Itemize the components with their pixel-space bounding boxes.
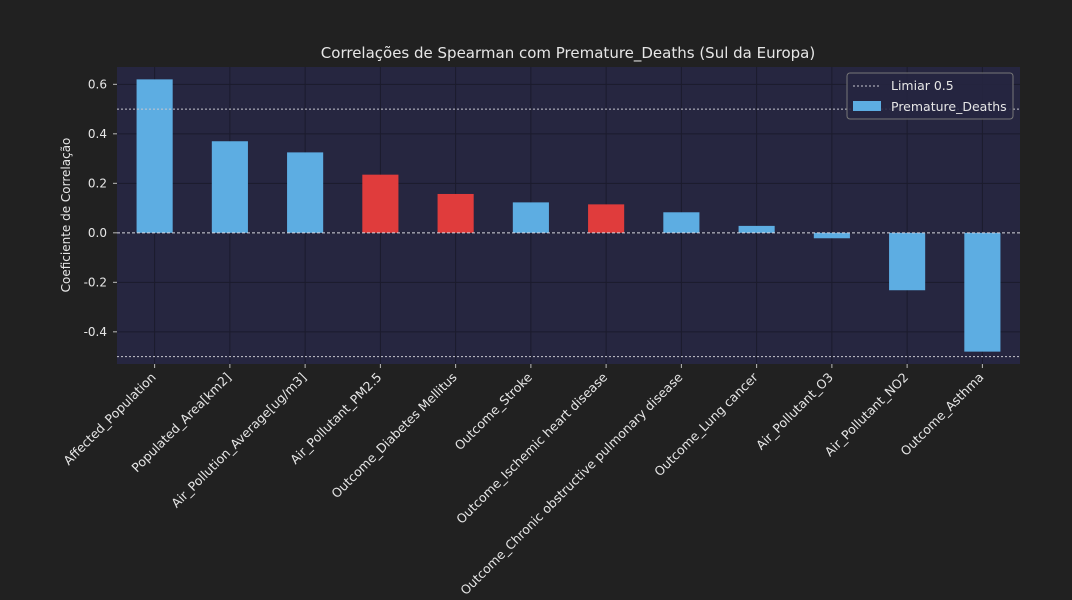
bar	[813, 232, 850, 239]
bar	[512, 202, 549, 233]
legend-series-swatch	[853, 101, 881, 111]
chart-title: Correlações de Spearman com Premature_De…	[321, 44, 815, 63]
y-tick-label: -0.2	[84, 275, 107, 289]
y-tick-label: 0.2	[88, 176, 107, 190]
bar	[588, 204, 625, 233]
legend-threshold-label: Limiar 0.5	[891, 78, 954, 93]
y-axis-label: Coeficiente de Correlação	[59, 138, 73, 293]
y-tick-label: 0.4	[88, 127, 107, 141]
bar	[287, 152, 324, 233]
y-tick-label: -0.4	[84, 325, 107, 339]
bar	[362, 174, 399, 233]
bar	[211, 141, 248, 233]
bar	[663, 212, 700, 233]
y-tick-label: 0.0	[88, 226, 107, 240]
bar	[738, 225, 775, 233]
legend-series-label: Premature_Deaths	[891, 99, 1007, 114]
legend-frame	[846, 72, 1014, 120]
bar	[964, 232, 1001, 352]
legend: Limiar 0.5 Premature_Deaths	[846, 72, 1014, 120]
y-tick-label: 0.6	[88, 77, 107, 91]
bar	[437, 193, 474, 233]
bar	[889, 232, 926, 291]
bar	[136, 79, 173, 233]
